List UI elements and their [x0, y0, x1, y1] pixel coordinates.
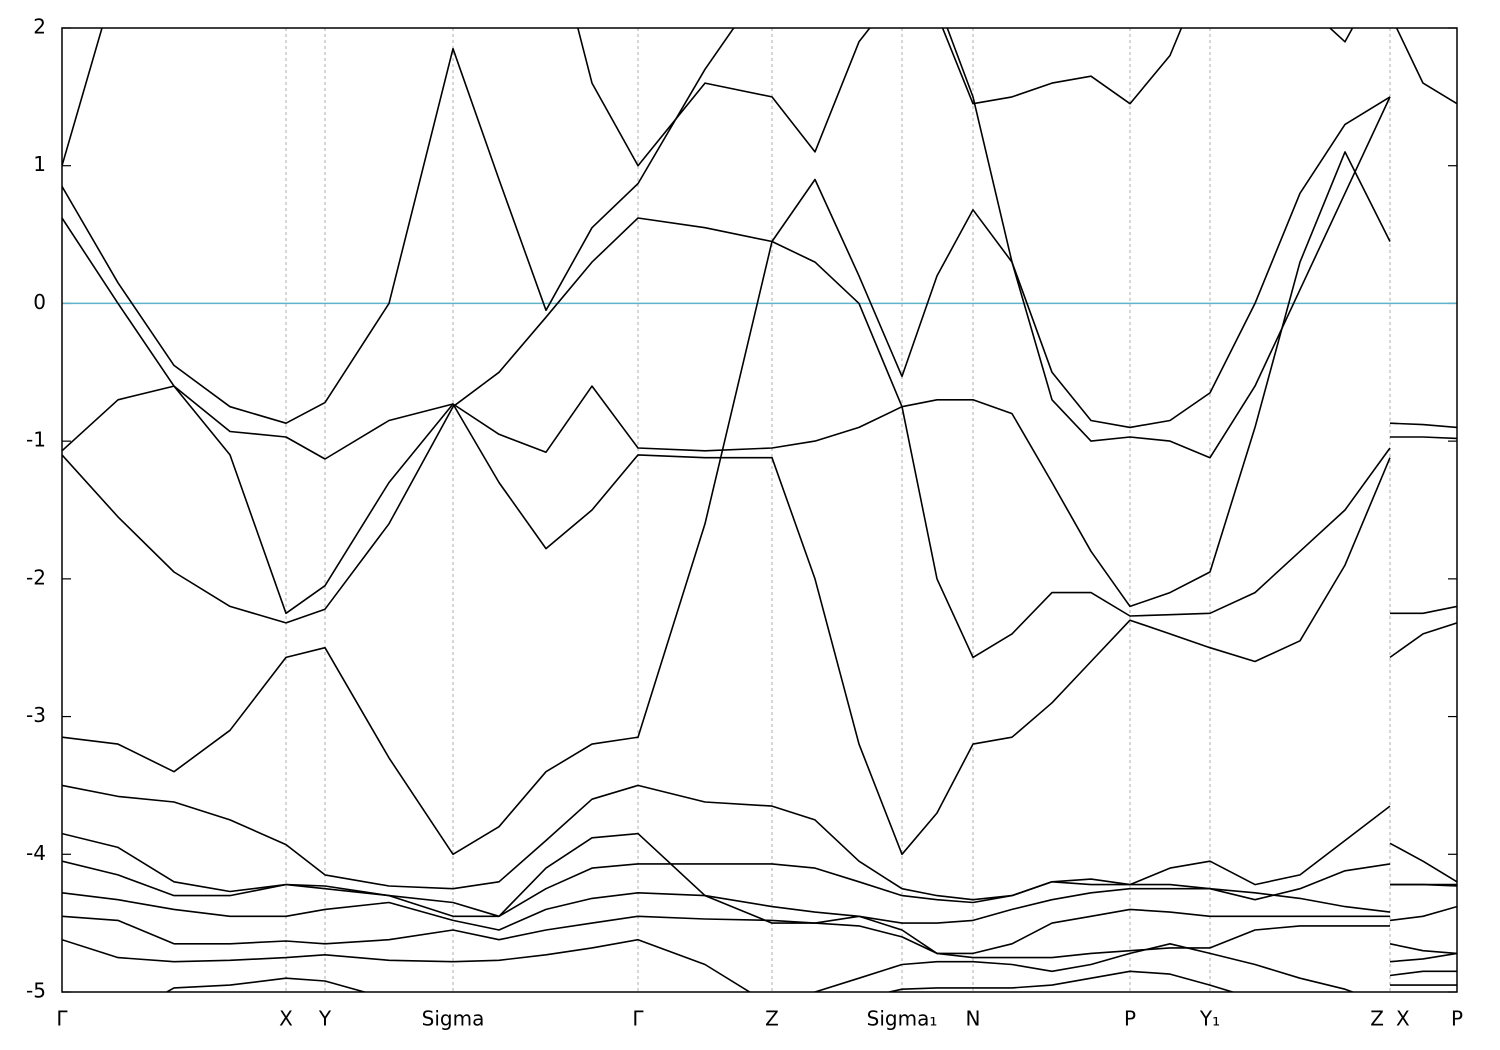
x-tick-label: Γ	[632, 1007, 644, 1031]
band-line	[165, 970, 1457, 992]
band-line	[62, 784, 1457, 901]
band-line	[62, 217, 1457, 659]
band-line	[62, 28, 1457, 459]
grid	[62, 27, 1457, 993]
x-tick-label: X	[1396, 1007, 1410, 1031]
x-tick-label: Y	[318, 1007, 332, 1031]
x-tick-label: Sigma₁	[867, 1007, 938, 1031]
band-line	[62, 385, 1457, 856]
band-line	[62, 887, 1457, 955]
x-tick-label: P	[1124, 1007, 1136, 1031]
x-tick-label: Z	[1370, 1007, 1384, 1031]
y-tick-label: 1	[33, 152, 46, 176]
x-tick-label: Y₁	[1199, 1007, 1220, 1031]
plot-frame	[61, 27, 1458, 993]
y-tick-label: -1	[26, 428, 46, 452]
band-line	[62, 96, 1457, 883]
bands	[62, 28, 1457, 992]
y-tick-label: 0	[33, 290, 46, 314]
x-tick-label: N	[966, 1007, 981, 1031]
y-tick-label: 2	[33, 15, 46, 39]
band-line	[62, 860, 1457, 918]
y-tick-label: -2	[26, 565, 46, 589]
y-tick-label: -4	[26, 841, 46, 865]
band-line	[62, 151, 1457, 608]
y-tick-label: -5	[26, 979, 46, 1003]
x-tick-label: Z	[765, 1007, 779, 1031]
band-line	[62, 915, 1457, 963]
y-tick-label: -3	[26, 703, 46, 727]
band-line	[62, 938, 1457, 992]
x-tick-label: P	[1451, 1007, 1463, 1031]
x-tick-label: X	[279, 1007, 293, 1031]
band-line	[62, 832, 1457, 955]
band-line	[62, 28, 1457, 167]
x-tick-label: Γ	[56, 1007, 68, 1031]
x-tick-label: Sigma	[422, 1007, 485, 1031]
